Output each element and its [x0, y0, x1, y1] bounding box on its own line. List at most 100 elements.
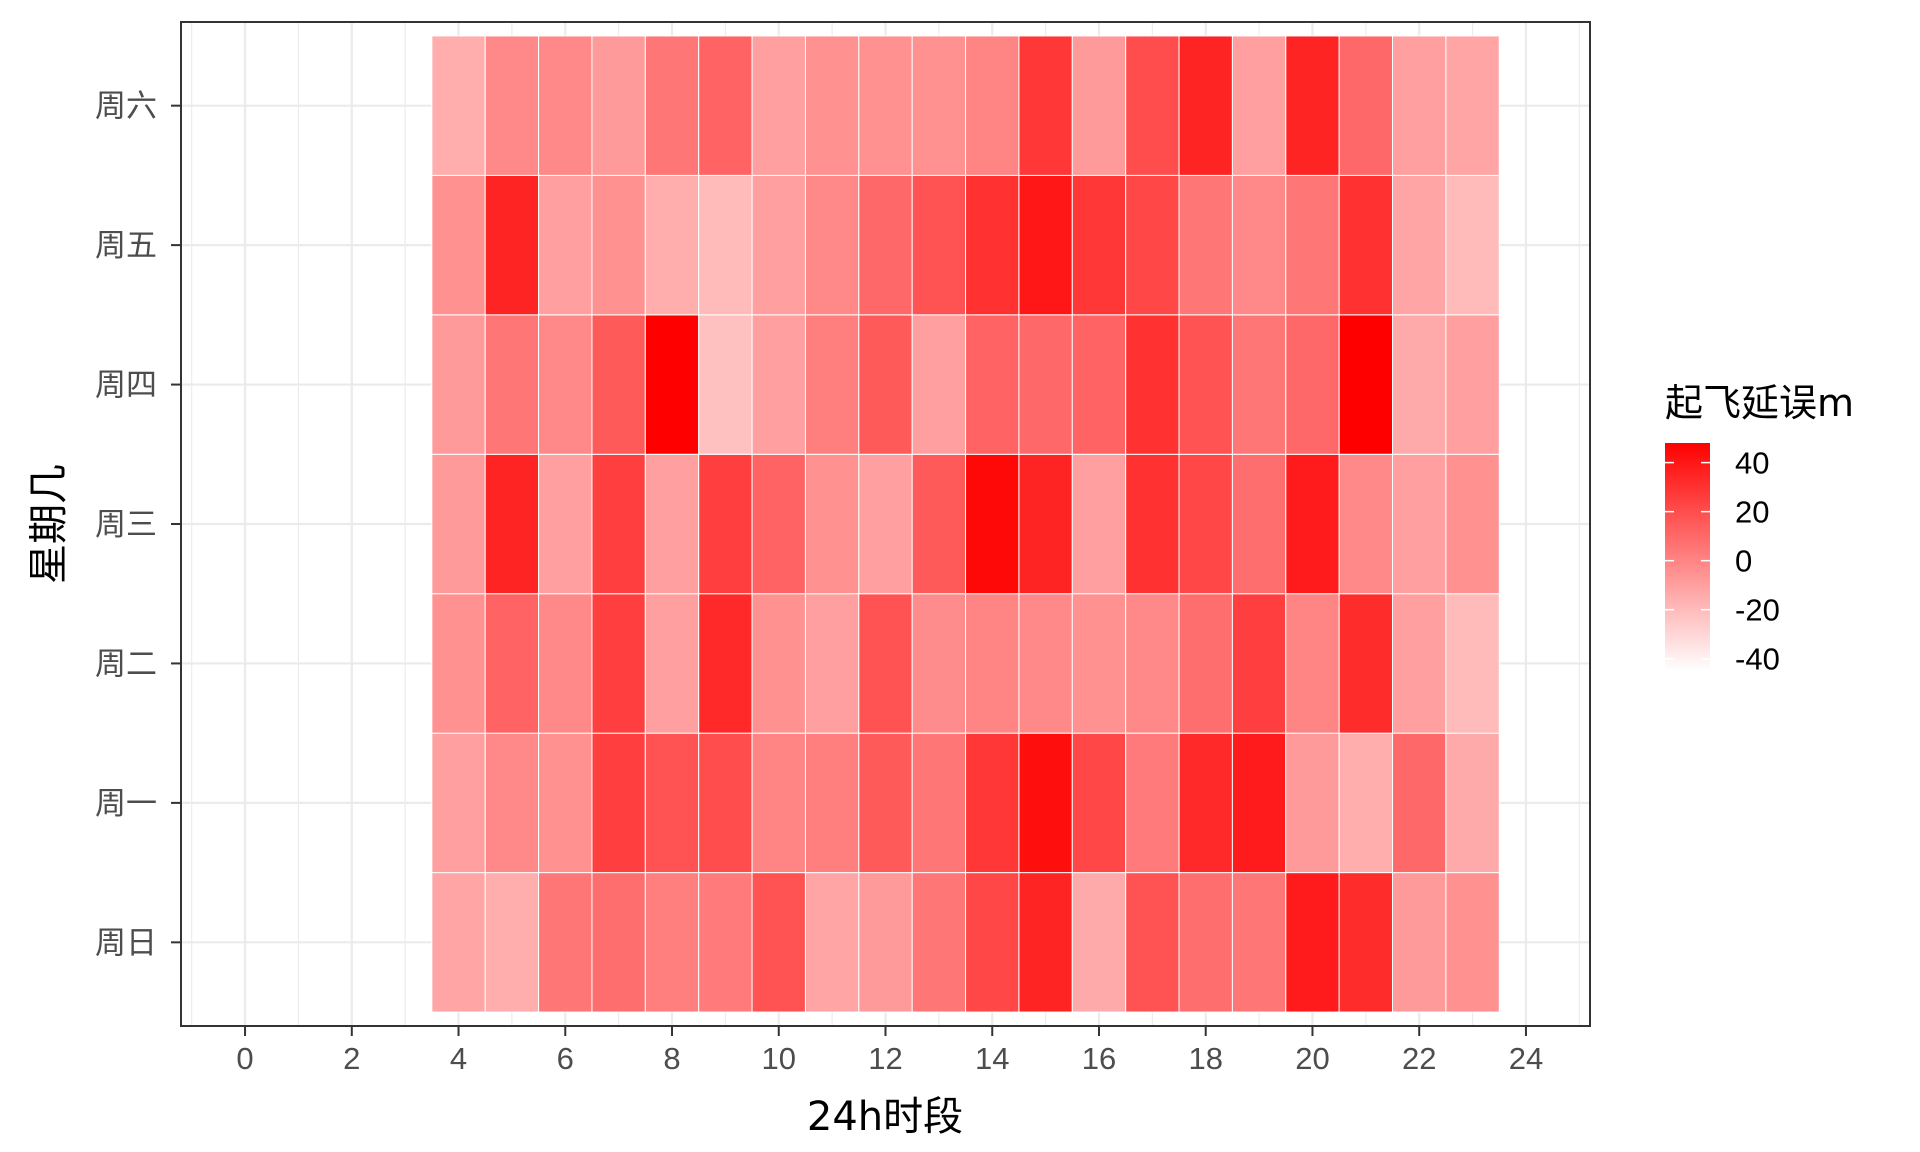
- y-tick-label: 周五: [95, 228, 157, 264]
- heatmap-cell: [1018, 732, 1073, 874]
- heatmap-cell: [911, 872, 967, 1013]
- heatmap-cell: [591, 732, 646, 874]
- legend-ticks: 40 20 0 -20 -40: [1665, 446, 1780, 677]
- heatmap-cell: [484, 593, 540, 734]
- heatmap-cell: [1018, 453, 1073, 595]
- heatmap-cell: [1018, 174, 1073, 316]
- heatmap-cell: [1392, 174, 1447, 316]
- heatmap-cell: [1178, 453, 1233, 595]
- heatmap-cell: [804, 732, 860, 874]
- heatmap-cell: [538, 732, 593, 874]
- legend-colorbar: [1665, 443, 1710, 671]
- heatmap-cell: [804, 35, 860, 176]
- heatmap-cell: [538, 872, 593, 1013]
- heatmap-cell: [911, 732, 967, 874]
- heatmap-cell: [698, 872, 753, 1013]
- heatmap-cell: [1285, 174, 1340, 316]
- heatmap-cell: [1018, 593, 1073, 734]
- heatmap-cell: [1445, 453, 1500, 595]
- heatmap-cell: [1071, 872, 1127, 1013]
- heatmap-cell: [1125, 593, 1180, 734]
- x-tick-label: 20: [1295, 1041, 1329, 1076]
- heatmap-cell: [698, 593, 753, 734]
- heatmap-cell: [1445, 732, 1500, 874]
- heatmap-cell: [965, 314, 1020, 455]
- heatmap-cell: [804, 872, 860, 1013]
- x-tick-label: 18: [1188, 1041, 1222, 1076]
- heatmap-cell: [1231, 593, 1287, 734]
- heatmap-cell: [698, 35, 753, 176]
- y-tick-label: 周一: [95, 786, 157, 822]
- heatmap-cell: [431, 314, 486, 455]
- heatmap-cell: [591, 593, 646, 734]
- heatmap-cell: [484, 732, 540, 874]
- heatmap-cell: [1125, 732, 1180, 874]
- heatmap-cell: [965, 35, 1020, 176]
- heatmap-cell: [1445, 314, 1500, 455]
- legend-title: 起飞延误m: [1665, 381, 1854, 425]
- heatmap-cell: [751, 593, 806, 734]
- heatmap-cell: [751, 453, 806, 595]
- heatmap-cell: [965, 593, 1020, 734]
- y-tick-label: 周六: [95, 89, 157, 125]
- heatmap-cell: [591, 453, 646, 595]
- heatmap-cell: [1285, 872, 1340, 1013]
- x-tick-label: 24: [1509, 1041, 1543, 1076]
- heatmap-cell: [858, 593, 913, 734]
- heatmap-cell: [911, 593, 967, 734]
- heatmap-cell: [1445, 872, 1500, 1013]
- heatmap-cell: [1285, 593, 1340, 734]
- x-tick-label: 4: [450, 1041, 467, 1076]
- heatmap-cell: [965, 732, 1020, 874]
- heatmap-cell: [1231, 732, 1287, 874]
- heatmap-cell: [591, 314, 646, 455]
- legend-label: -20: [1735, 593, 1780, 628]
- heatmap-cell: [591, 35, 646, 176]
- heatmap-cell: [1231, 314, 1287, 455]
- x-tick-label: 22: [1402, 1041, 1436, 1076]
- x-tick-label: 2: [343, 1041, 360, 1076]
- heatmap-cell: [1178, 872, 1233, 1013]
- heatmap-cell: [644, 872, 700, 1013]
- heatmap-cell: [1338, 593, 1394, 734]
- heatmap-cell: [1285, 35, 1340, 176]
- heatmap-cell: [1392, 593, 1447, 734]
- heatmap-cell: [1071, 453, 1127, 595]
- y-tick-label: 周日: [95, 925, 157, 961]
- x-axis: 0 2 4 6 8 10 12 14 16 18 20 22 24: [236, 1026, 1543, 1076]
- heatmap-cell: [431, 872, 486, 1013]
- legend-label: 40: [1735, 446, 1769, 481]
- heatmap-cell: [538, 593, 593, 734]
- heatmap-cell: [1231, 35, 1287, 176]
- heatmap-cell: [698, 174, 753, 316]
- heatmap-cell: [858, 453, 913, 595]
- heatmap-cell: [858, 35, 913, 176]
- heatmap-cell: [591, 872, 646, 1013]
- heatmap-cell: [1125, 174, 1180, 316]
- y-axis-title: 星期几: [26, 464, 72, 584]
- heatmap-cell: [431, 732, 486, 874]
- x-tick-label: 16: [1082, 1041, 1116, 1076]
- heatmap-cell: [911, 35, 967, 176]
- x-tick-label: 12: [868, 1041, 902, 1076]
- x-tick-label: 14: [975, 1041, 1009, 1076]
- heatmap-cell: [1338, 35, 1394, 176]
- heatmap-cell: [965, 453, 1020, 595]
- heatmap-cell: [698, 314, 753, 455]
- heatmap-cell: [858, 872, 913, 1013]
- heatmap-cell: [1071, 35, 1127, 176]
- heatmap-cell: [431, 593, 486, 734]
- heatmap-cell: [1125, 453, 1180, 595]
- x-tick-label: 6: [557, 1041, 574, 1076]
- heatmap-cell: [911, 174, 967, 316]
- heatmap-cell: [644, 35, 700, 176]
- heatmap-cell: [1018, 872, 1073, 1013]
- heatmap-cell: [698, 732, 753, 874]
- heatmap-cell: [1071, 314, 1127, 455]
- heatmap-cell: [431, 174, 486, 316]
- heatmap-cell: [1071, 732, 1127, 874]
- heatmap-cell: [1231, 174, 1287, 316]
- heatmap-cell: [751, 872, 806, 1013]
- heatmap-cell: [1071, 593, 1127, 734]
